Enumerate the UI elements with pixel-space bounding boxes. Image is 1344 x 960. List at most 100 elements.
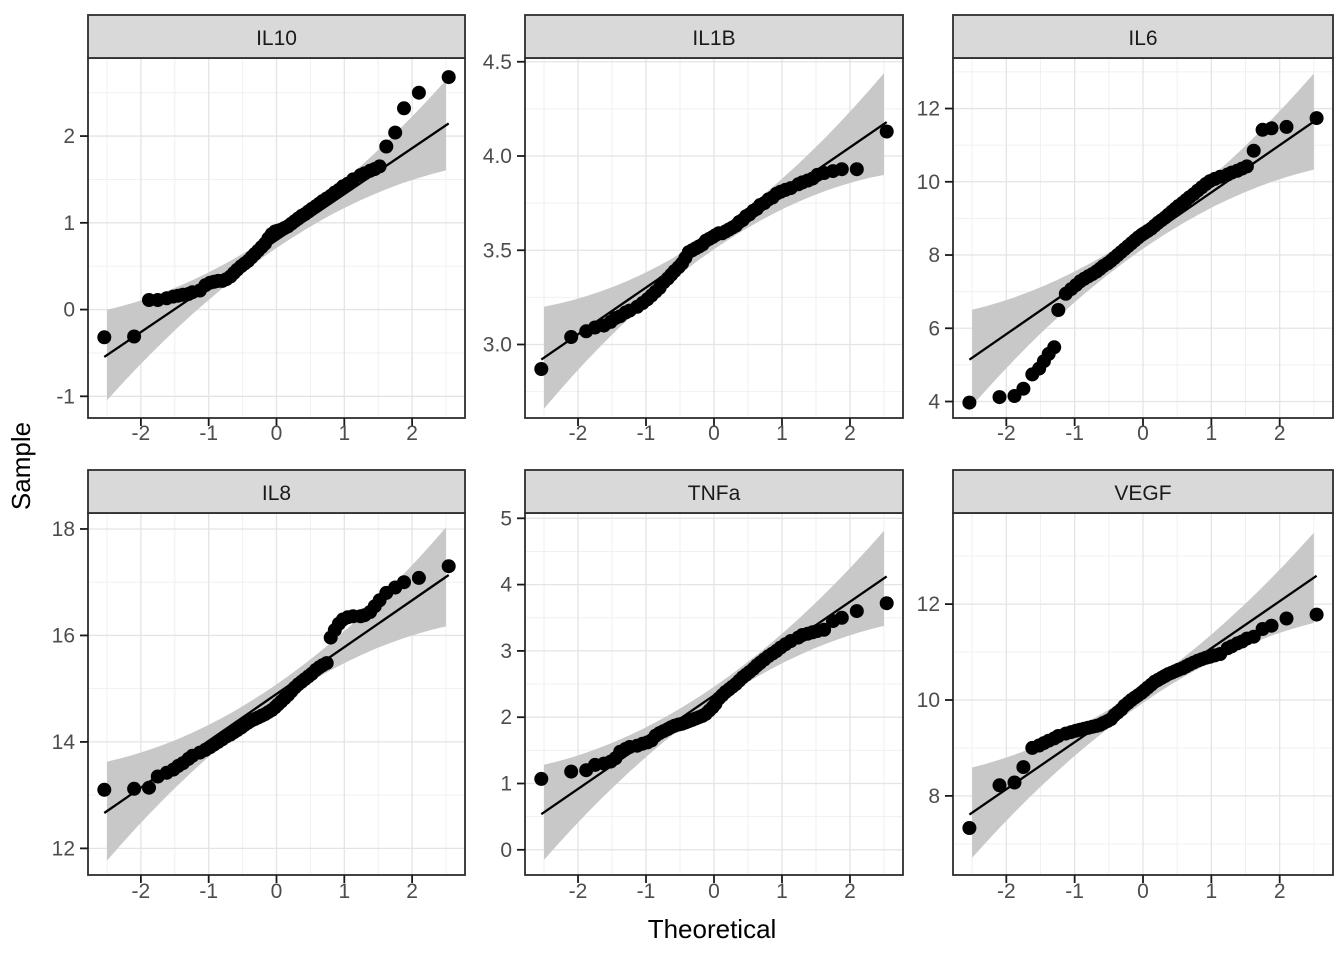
qq-point (379, 139, 394, 154)
data-layer (97, 70, 456, 401)
qq-point (1309, 607, 1324, 622)
x-tick-label: -2 (132, 880, 151, 903)
x-tick-label: 0 (708, 422, 720, 445)
y-tick-label: 3 (500, 640, 512, 663)
qq-point (879, 124, 894, 139)
qq-point (388, 125, 403, 140)
qq-point (1279, 611, 1294, 626)
qq-point (962, 395, 977, 410)
qq-points (534, 596, 894, 786)
facet-strip-label: IL6 (1128, 27, 1157, 50)
qq-point (564, 764, 579, 779)
qq-points (962, 607, 1324, 835)
y-tick-label: 4 (928, 391, 940, 414)
x-tick-label: -2 (569, 422, 588, 445)
panel-tnfa: TNFa -2 -1 0 1 2 0 1 2 3 4 5 (500, 469, 904, 903)
qq-point (1047, 340, 1062, 355)
x-tick-label: 0 (1137, 422, 1149, 445)
qq-points (534, 124, 894, 376)
data-layer (534, 530, 894, 860)
qq-point (372, 159, 387, 174)
qq-point (992, 390, 1007, 405)
facet-strip-label: IL8 (262, 482, 291, 505)
y-tick-label: 3.5 (483, 239, 512, 262)
qq-point (1239, 159, 1254, 174)
x-tick-label: 2 (1274, 880, 1286, 903)
x-tick-label: -1 (1065, 422, 1084, 445)
x-tick-label: 0 (271, 422, 283, 445)
facet-strip-label: TNFa (688, 482, 741, 505)
y-tick-label: -1 (56, 385, 75, 408)
qq-points (97, 70, 456, 345)
data-layer (962, 73, 1324, 410)
x-tick-label: 2 (844, 422, 856, 445)
qq-point (397, 101, 411, 116)
y-tick-label: 12 (917, 593, 940, 616)
qq-points (97, 559, 456, 797)
y-tick-label: 1 (500, 773, 512, 796)
qq-point (849, 162, 864, 177)
qq-point (1016, 760, 1031, 775)
y-tick-label: 0 (63, 299, 75, 322)
x-tick-label: -2 (132, 422, 151, 445)
y-tick-label: 4 (500, 574, 512, 597)
qq-point (564, 330, 579, 344)
data-layer (962, 532, 1324, 858)
x-tick-label: -2 (997, 422, 1016, 445)
y-tick-label: 2 (500, 706, 512, 729)
facet-strip (524, 469, 904, 514)
facet-strip (87, 469, 466, 514)
y-tick-label: 4.5 (483, 51, 512, 74)
qq-reference-line (103, 122, 450, 358)
qq-point (534, 771, 549, 786)
facet-strip (952, 14, 1334, 59)
qq-point (127, 781, 142, 796)
y-tick-label: 12 (52, 837, 75, 860)
y-tick-label: 5 (500, 507, 512, 530)
qq-point (962, 821, 977, 835)
y-tick-label: 10 (917, 171, 940, 194)
x-axis-title: Theoretical (648, 914, 777, 944)
qq-point (441, 559, 456, 574)
x-tick-label: 1 (338, 422, 350, 445)
y-axis-title: Sample (6, 422, 36, 510)
qq-point (849, 604, 864, 619)
x-tick-label: 2 (844, 880, 856, 903)
y-tick-label: 0 (500, 839, 512, 862)
x-tick-label: 0 (271, 880, 283, 903)
qq-point (1246, 143, 1261, 158)
qq-point (1279, 119, 1294, 134)
qq-points (962, 111, 1324, 410)
x-tick-label: 1 (776, 880, 788, 903)
qq-point (1051, 303, 1066, 317)
y-tick-label: 6 (928, 317, 940, 340)
qq-point (127, 329, 142, 344)
x-tick-label: 1 (776, 422, 788, 445)
y-tick-label: 2 (63, 125, 75, 148)
qq-point (879, 596, 894, 611)
qq-point (1264, 121, 1279, 136)
facet-strip (952, 469, 1334, 514)
qq-point (97, 330, 112, 345)
y-tick-label: 8 (928, 244, 940, 267)
y-tick-label: 14 (52, 731, 76, 754)
facet-strip (524, 14, 904, 59)
qq-point (834, 610, 849, 625)
x-tick-label: -2 (997, 880, 1016, 903)
x-tick-label: 2 (406, 422, 418, 445)
y-tick-label: 3.0 (483, 333, 512, 356)
panel-il10: IL10 -2 -1 0 1 2 -1 0 1 2 (56, 14, 466, 445)
y-tick-label: 16 (52, 624, 75, 647)
x-tick-label: 1 (1206, 880, 1218, 903)
y-tick-label: 1 (63, 212, 75, 235)
facet-strip-label: VEGF (1114, 482, 1171, 505)
qq-point (319, 656, 334, 671)
x-tick-label: -1 (1065, 880, 1084, 903)
y-tick-label: 8 (928, 785, 940, 808)
data-layer (534, 73, 894, 409)
x-tick-label: 0 (1137, 880, 1149, 903)
data-layer (97, 527, 456, 861)
